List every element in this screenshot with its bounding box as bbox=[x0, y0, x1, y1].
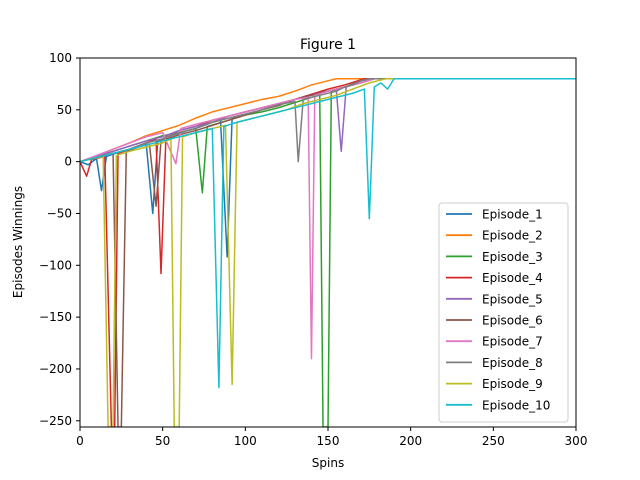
legend-label: Episode_8 bbox=[482, 356, 543, 370]
legend-label: Episode_1 bbox=[482, 208, 543, 222]
x-axis-title: Spins bbox=[312, 456, 344, 470]
y-tick-label: 50 bbox=[57, 103, 72, 117]
legend-box bbox=[438, 202, 569, 423]
legend-label: Episode_10 bbox=[482, 398, 550, 412]
x-tick-label: 150 bbox=[317, 434, 340, 448]
legend-label: Episode_9 bbox=[482, 377, 543, 391]
legend-label: Episode_4 bbox=[482, 271, 543, 285]
legend-label: Episode_3 bbox=[482, 250, 543, 264]
legend-label: Episode_2 bbox=[482, 229, 543, 243]
plot-area bbox=[80, 77, 576, 427]
x-tick-label: 200 bbox=[399, 434, 422, 448]
x-tick-label: 300 bbox=[565, 434, 588, 448]
legend: Episode_1 Episode_2 Episode_3 Episode_4 Epis… bbox=[438, 202, 569, 423]
y-tick-label: −150 bbox=[39, 310, 72, 324]
y-tick-label: −100 bbox=[39, 258, 72, 272]
series-line-8 bbox=[80, 77, 576, 163]
legend-label: Episode_5 bbox=[482, 292, 543, 306]
series-line-7 bbox=[80, 77, 576, 360]
legend-label: Episode_6 bbox=[482, 314, 543, 328]
x-tick-label: 50 bbox=[155, 434, 170, 448]
x-tick-label: 100 bbox=[234, 434, 257, 448]
y-tick-label: −200 bbox=[39, 362, 72, 376]
legend-label: Episode_7 bbox=[482, 335, 543, 349]
y-tick-label: −50 bbox=[47, 206, 72, 220]
y-tick-label: 100 bbox=[49, 51, 72, 65]
chart-title: Figure 1 bbox=[300, 37, 356, 53]
y-axis-title: Episodes Winnings bbox=[11, 186, 25, 298]
y-tick-label: 0 bbox=[64, 155, 72, 169]
series-line-10 bbox=[80, 77, 576, 389]
x-tick-label: 250 bbox=[482, 434, 505, 448]
y-tick-label: −250 bbox=[39, 414, 72, 428]
axis-ticks: 0 50 100 150 200 250 300 −250 −200 −150 −100 −50 0 50… bbox=[39, 51, 587, 448]
x-tick-label: 0 bbox=[76, 434, 84, 448]
